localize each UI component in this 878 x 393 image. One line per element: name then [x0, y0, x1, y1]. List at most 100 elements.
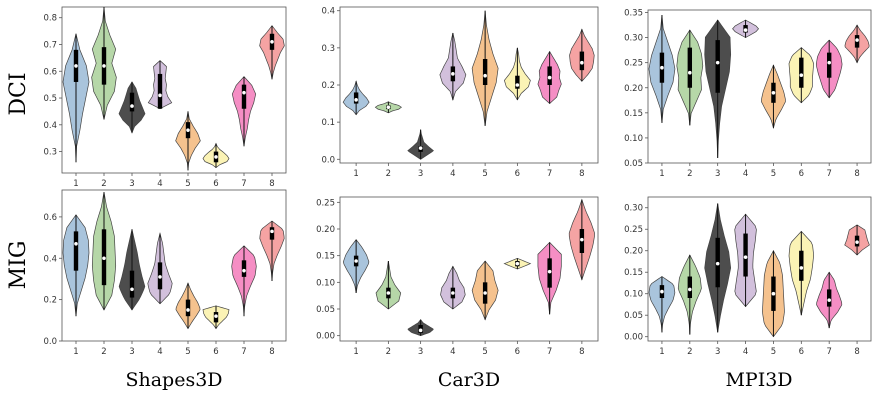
x-tick-label: 7: [826, 169, 831, 179]
x-tick-label: 1: [659, 347, 664, 357]
x-tick-label: 2: [386, 169, 391, 179]
violin-iqr-box: [799, 57, 804, 88]
panel-dci-car3d: 0.0 0.1 0.2 0.3 0.4 1 2 3 4 5 6 7 8: [321, 6, 599, 179]
x-tick-label: 2: [101, 179, 106, 189]
violin-median-dot: [270, 229, 274, 234]
violin-median-dot: [827, 60, 831, 65]
violin-iqr-box: [826, 289, 832, 307]
violin-iqr-box: [353, 92, 359, 104]
x-tick-label: 8: [579, 347, 584, 357]
x-tick-label: 2: [687, 347, 692, 357]
y-tick-label: 0.10: [316, 278, 335, 288]
violin-median-dot: [855, 38, 859, 42]
y-tick-label: 0.25: [316, 198, 335, 208]
violin-iqr-box: [687, 276, 693, 299]
x-tick-label: 3: [129, 179, 134, 189]
x-tick-label: 4: [743, 169, 748, 179]
x-tick-label: 5: [185, 179, 190, 189]
violin-median-dot: [418, 328, 423, 333]
x-tick-label: 6: [799, 169, 804, 179]
violin-median-dot: [715, 261, 720, 266]
violin-median-dot: [158, 275, 162, 279]
x-tick-label: 3: [715, 169, 720, 179]
violin-median-dot: [660, 289, 664, 294]
x-tick-label: 8: [854, 169, 859, 179]
y-tick-label: 0.2: [321, 81, 335, 91]
violin-median-dot: [799, 266, 804, 270]
y-tick-label: 0.20: [624, 247, 643, 257]
y-tick-label: 0.4: [43, 121, 57, 131]
y-tick-label: 0.30: [624, 204, 643, 214]
violin-median-dot: [715, 60, 720, 65]
violin-median-dot: [771, 90, 776, 95]
x-tick-label: 1: [353, 169, 358, 179]
y-tick-label: 0.05: [316, 305, 335, 315]
violin-median-dot: [270, 40, 274, 44]
violin-iqr-box: [129, 270, 135, 298]
x-tick-label: 6: [213, 179, 218, 189]
y-tick-label: 0.15: [624, 268, 643, 278]
violin-median-dot: [547, 269, 552, 274]
x-tick-label: 6: [515, 169, 520, 179]
y-tick-label: 0.2: [43, 296, 57, 306]
violin-iqr-box: [579, 51, 585, 71]
violin-median-dot: [214, 314, 218, 318]
x-tick-label: 8: [854, 347, 859, 357]
violin-median-dot: [74, 241, 78, 246]
violin-median-dot: [130, 104, 134, 108]
violin-median-dot: [130, 287, 134, 292]
y-tick-label: 0.00: [624, 333, 643, 343]
x-tick-label: 4: [450, 169, 455, 179]
x-tick-label: 6: [799, 347, 804, 357]
violin-median-dot: [660, 65, 664, 70]
violin-median-dot: [186, 128, 190, 132]
panel-dci-mpi3d: 0.05 0.10 0.15 0.20 0.25 0.30 0.35 1 2 3 4 5 6 7 8: [624, 9, 872, 179]
violin-median-dot: [386, 105, 391, 110]
y-tick-label: 0.10: [624, 134, 643, 144]
plot-frame: [339, 196, 599, 342]
col-label-shapes3d: Shapes3D: [125, 369, 222, 391]
violin-iqr-box: [515, 75, 520, 89]
y-tick-label: 0.3: [321, 44, 335, 54]
plot-frame: [61, 189, 287, 342]
violin-iqr-box: [715, 40, 720, 93]
y-tick-label: 0.3: [43, 148, 57, 158]
plot-frame: [61, 6, 287, 174]
violin-iqr-box: [269, 227, 275, 240]
violin-median-dot: [214, 155, 218, 159]
x-tick-label: 7: [241, 347, 246, 357]
y-tick-label: 0.8: [43, 14, 57, 24]
violin-median-dot: [743, 28, 748, 32]
x-tick-label: 1: [73, 347, 78, 357]
violin-median-dot: [743, 255, 748, 259]
y-tick-label: 0.25: [624, 59, 643, 69]
violin-iqr-box: [799, 250, 804, 281]
violin-median-dot: [799, 73, 804, 78]
violin-median-dot: [855, 240, 859, 244]
x-tick-label: 3: [715, 347, 720, 357]
violin-median-dot: [483, 291, 487, 295]
col-label-car3d: Car3D: [438, 369, 500, 391]
x-tick-label: 7: [547, 169, 552, 179]
violin-median-dot: [386, 291, 391, 295]
violin-median-dot: [242, 90, 246, 95]
x-tick-label: 3: [418, 347, 423, 357]
y-tick-label: 0.0: [43, 337, 57, 347]
y-tick-label: 0.6: [43, 213, 57, 223]
violin-iqr-box: [241, 84, 247, 109]
y-tick-label: 0.35: [624, 9, 643, 19]
x-tick-label: 4: [450, 347, 455, 357]
col-label-mpi3d: MPI3D: [725, 369, 792, 391]
violin-median-dot: [354, 98, 358, 102]
x-tick-label: 5: [482, 169, 487, 179]
x-tick-label: 6: [515, 347, 520, 357]
violin-iqr-box: [241, 260, 247, 277]
violin-iqr-box: [743, 233, 748, 277]
violin-median-dot: [580, 60, 584, 65]
row-label-mig: MIG: [6, 241, 31, 290]
x-tick-label: 4: [157, 179, 162, 189]
y-tick-label: 0.20: [316, 225, 335, 235]
y-tick-label: 0.30: [624, 34, 643, 44]
y-tick-label: 0.15: [316, 252, 335, 262]
